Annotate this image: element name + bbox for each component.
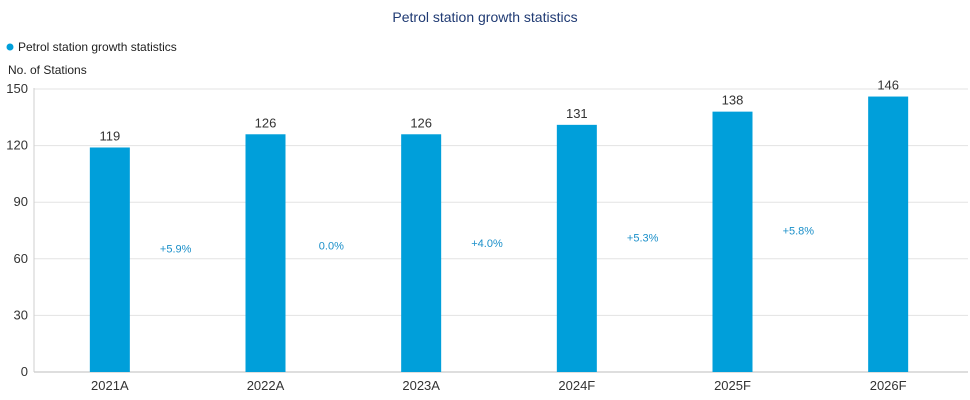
bar: [556, 124, 597, 372]
y-tick-label: 120: [6, 138, 28, 153]
bar-value-label: 138: [722, 93, 744, 108]
bar-value-label: 126: [255, 115, 277, 130]
gridlines: [34, 88, 968, 373]
x-tick-label: 2021A: [91, 378, 129, 393]
growth-label: +5.8%: [783, 225, 815, 237]
y-tick-label: 90: [14, 194, 28, 209]
bar: [401, 134, 442, 372]
x-tick-label: 2022A: [247, 378, 285, 393]
bar: [712, 111, 753, 372]
y-tick-label: 150: [6, 81, 28, 96]
bar-value-label: 126: [410, 115, 432, 130]
value-labels: 119 126 126 131 138 146: [99, 78, 899, 144]
y-axis-ticks: 0 30 60 90 120 150: [6, 81, 28, 379]
growth-labels: +5.9% 0.0% +4.0% +5.3% +5.8%: [160, 225, 814, 255]
legend-label: Petrol station growth statistics: [18, 40, 177, 54]
x-tick-label: 2026F: [870, 378, 907, 393]
growth-label: +5.3%: [627, 232, 659, 244]
growth-label: +5.9%: [160, 244, 192, 256]
bar: [868, 96, 909, 373]
x-tick-label: 2025F: [714, 378, 751, 393]
legend-marker: [6, 43, 14, 51]
bars: [89, 96, 909, 373]
legend: Petrol station growth statistics: [6, 40, 177, 54]
growth-label: +4.0%: [471, 238, 503, 250]
bar: [245, 134, 286, 372]
x-tick-label: 2024F: [558, 378, 595, 393]
y-tick-label: 60: [14, 251, 28, 266]
x-axis-ticks: 2021A 2022A 2023A 2024F 2025F 2026F: [91, 378, 907, 393]
bar-value-label: 131: [566, 106, 588, 121]
x-tick-label: 2023A: [402, 378, 440, 393]
bar: [89, 147, 130, 372]
growth-label: 0.0%: [319, 240, 344, 252]
bar-value-label: 146: [877, 78, 899, 93]
y-tick-label: 0: [21, 364, 28, 379]
chart-title: Petrol station growth statistics: [392, 9, 577, 25]
y-axis-label: No. of Stations: [8, 63, 87, 77]
y-tick-label: 30: [14, 307, 28, 322]
bar-value-label: 119: [99, 128, 120, 143]
